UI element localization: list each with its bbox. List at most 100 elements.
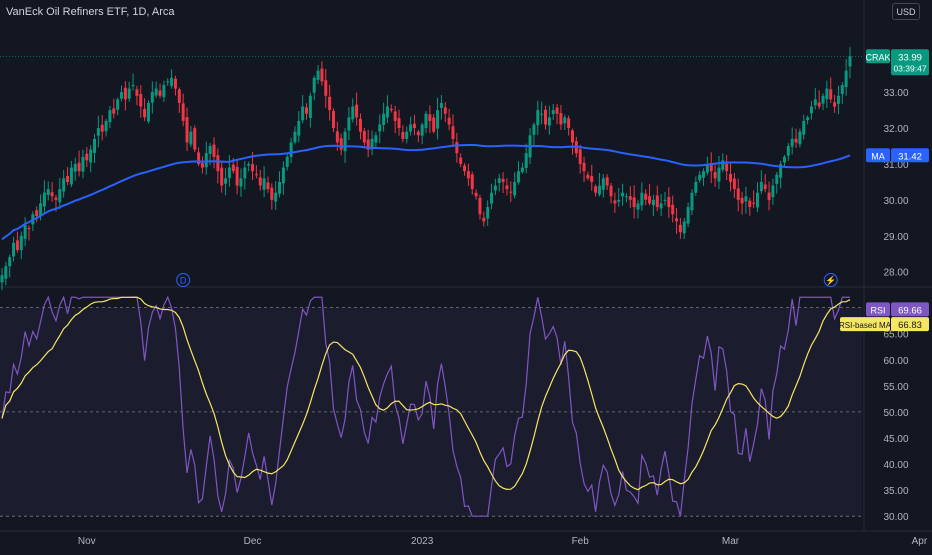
candle-body (563, 117, 567, 124)
candle-body (478, 197, 482, 215)
candle-body (740, 197, 744, 204)
candle-body (555, 107, 559, 114)
candle-body (809, 106, 813, 114)
candle-body (717, 167, 721, 182)
candle-body (586, 174, 590, 179)
candle-body (343, 131, 347, 152)
candle-body (355, 104, 359, 118)
candle-body (335, 131, 339, 143)
candle-body (416, 131, 420, 136)
candle-body (93, 138, 97, 153)
time-axis: NovDec2023FebMarAprMayJunJulAug21 (78, 536, 928, 547)
candle-body (220, 167, 224, 186)
candle-body (127, 88, 131, 99)
rsi-tick-label: 60.00 (883, 356, 908, 367)
candle-body (62, 178, 66, 192)
candle-body (89, 149, 93, 163)
candle-body (154, 88, 158, 96)
rsi-ma-value-badge (891, 317, 929, 332)
candle-body (308, 95, 312, 118)
earnings-marker (823, 273, 838, 287)
candle-body (4, 266, 8, 279)
candle-body (216, 155, 220, 172)
candle-body (266, 182, 270, 190)
candle-body (409, 124, 413, 132)
candle-body (671, 204, 675, 215)
candle-body (85, 153, 89, 161)
candle-body (119, 92, 123, 99)
candle-body (389, 108, 393, 111)
candle-body (197, 152, 201, 164)
candle-body (305, 107, 309, 114)
candle-body (258, 177, 262, 186)
candle-body (239, 178, 243, 187)
candle-body (170, 77, 174, 86)
candle-body (536, 110, 540, 126)
candle-body (632, 197, 636, 208)
candle-body (135, 89, 139, 96)
candle-body (848, 56, 852, 67)
ma-value-badge (891, 148, 929, 163)
time-tick-label: Feb (572, 536, 590, 547)
rsi-value-badge (891, 302, 929, 317)
time-tick-label: Mar (722, 536, 740, 547)
candle-body (35, 210, 39, 217)
candle-body (58, 189, 62, 203)
candle-body (767, 192, 771, 200)
candle-body (166, 81, 170, 83)
candle-body (123, 87, 127, 100)
rsi-value-label: 69.66 (898, 305, 922, 316)
candle-body (802, 120, 806, 135)
price-tick-label: 28.00 (883, 268, 908, 279)
candle-body (39, 203, 43, 216)
candle-body (231, 164, 235, 172)
candle-body (505, 185, 509, 190)
candle-body (189, 131, 193, 145)
candle-body (42, 192, 46, 207)
candle-body (613, 200, 617, 204)
price-pane[interactable]: D ⚡ (0, 0, 932, 532)
candle-body (54, 197, 58, 200)
candle-body (497, 178, 501, 183)
candle-body (224, 178, 228, 184)
price-axis: 28.00 29.00 30.00 31.00 32.00 33.00 CRAK 33.990… (839, 49, 929, 523)
candle-body (432, 117, 436, 132)
candle-body (659, 203, 663, 209)
candle-body (131, 85, 135, 87)
candle-body (439, 102, 443, 108)
dividend-marker-label: D (180, 276, 187, 286)
candle-body (12, 242, 16, 257)
candle-body (725, 163, 729, 172)
candle-body (108, 110, 112, 123)
candle-body (474, 192, 478, 197)
candle-body (366, 139, 370, 150)
candle-body (200, 163, 204, 168)
candle-body (794, 138, 798, 143)
candle-body (393, 111, 397, 121)
candle-body (297, 120, 301, 136)
candle-body (493, 185, 497, 191)
candle-body (397, 118, 401, 129)
candle-body (817, 102, 821, 107)
candle-body (27, 227, 31, 229)
candle-body (459, 157, 463, 164)
rsi-ma-name-badge (840, 317, 890, 332)
candle-body (624, 196, 628, 198)
candle-body (420, 124, 424, 136)
candle-body (813, 99, 817, 106)
currency-button[interactable]: USD (892, 3, 920, 20)
candle-body (501, 178, 505, 182)
rsi-pane[interactable] (0, 295, 862, 517)
candle-body (251, 164, 255, 172)
candle-body (324, 80, 328, 96)
candle-body (285, 156, 289, 167)
ma-name-badge (866, 148, 890, 163)
candle-body (559, 113, 563, 125)
candle-body (66, 176, 70, 182)
candle-body (173, 78, 177, 89)
candle-body (262, 178, 266, 190)
candle-body (104, 120, 108, 132)
candle-body (112, 108, 116, 114)
candle-body (655, 195, 659, 208)
